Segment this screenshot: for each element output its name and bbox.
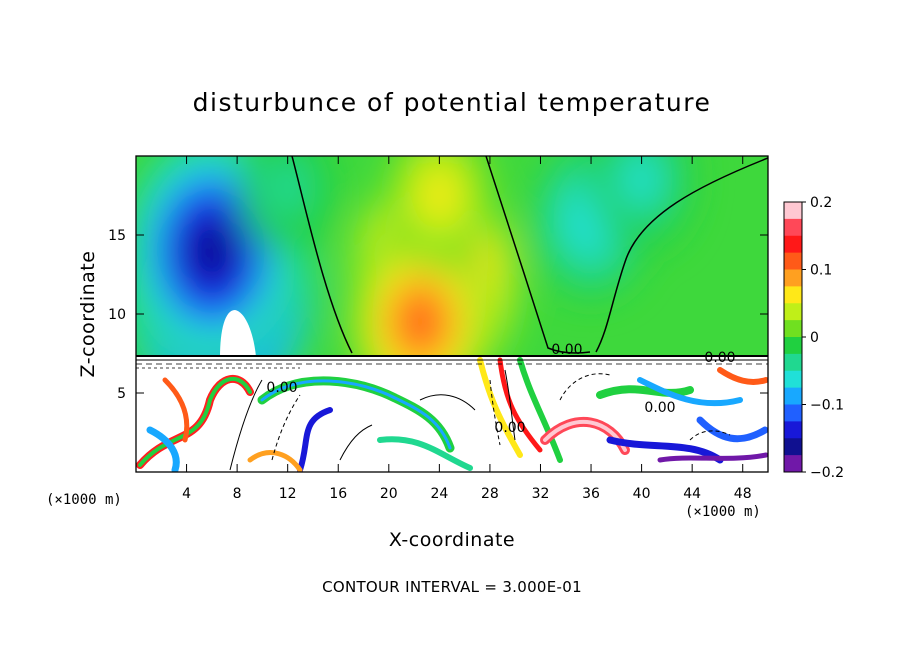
lower-contour-1 xyxy=(271,394,301,461)
lower-stroke-13 xyxy=(606,436,724,464)
colorbar-swatch xyxy=(784,202,802,220)
lower-stroke-19 xyxy=(247,450,303,472)
x-tick-label: 40 xyxy=(633,486,651,502)
x-axis-label: X-coordinate xyxy=(389,529,515,551)
colorbar-tick-label: 0.1 xyxy=(810,263,832,279)
colorbar-swatch xyxy=(784,252,802,270)
lower-stroke-4 xyxy=(297,407,333,472)
x-tick-label: 16 xyxy=(329,486,347,502)
colorbar-tick-label: −0.2 xyxy=(810,465,844,481)
x-tick-label: 8 xyxy=(233,486,242,502)
y-tick-label: 15 xyxy=(108,228,126,244)
colorbar-swatch xyxy=(784,320,802,338)
lower-stroke-3 xyxy=(260,379,452,450)
colorbar-tick-label: −0.1 xyxy=(810,398,844,414)
colorbar-swatch xyxy=(784,353,802,372)
colorbar-swatch xyxy=(784,455,802,473)
y-axis: 5 10 15 xyxy=(108,228,768,402)
lower-contour-7 xyxy=(689,430,731,441)
lower-stroke-9 xyxy=(517,357,563,463)
lower-stroke-8 xyxy=(497,357,543,453)
lower-structures xyxy=(136,357,768,472)
contour-label: 0.00 xyxy=(266,380,297,396)
contour-label: 0.00 xyxy=(644,400,675,416)
chart-title: disturbunce of potential temperature xyxy=(193,88,712,117)
x-axis: 4 8 12 16 20 24 28 32 36 40 44 48 xyxy=(182,156,752,502)
colorbar-swatch xyxy=(784,218,802,237)
contour-label: 0.00 xyxy=(494,420,525,436)
lower-stroke-17 xyxy=(717,367,768,385)
x-tick-label: 44 xyxy=(683,486,701,502)
lower-stroke-15 xyxy=(696,416,768,443)
lower-contour-3 xyxy=(489,379,501,446)
x-tick-label: 12 xyxy=(279,486,297,502)
upper-field xyxy=(136,156,768,357)
field-blob-3-4 xyxy=(399,294,442,350)
contour-labels: 0.00 0.00 0.00 0.00 0.00 xyxy=(266,342,735,436)
colorbar-swatch xyxy=(784,286,802,304)
field-blob-6-4 xyxy=(624,157,659,202)
colorbar-swatch xyxy=(784,235,802,254)
colorbar-swatch xyxy=(784,421,802,439)
lower-stroke-6 xyxy=(162,377,190,443)
zero-contour-b xyxy=(485,156,591,354)
x-tick-label: 24 xyxy=(430,486,448,502)
contour-label: 0.00 xyxy=(551,342,582,358)
colorbar-swatch xyxy=(784,370,802,389)
lower-contour-2 xyxy=(339,424,373,461)
lower-stroke-18 xyxy=(377,436,473,471)
lower-contour-4 xyxy=(504,369,516,441)
lower-stroke-16 xyxy=(657,452,768,463)
colorbar-tick-label: 0.2 xyxy=(810,195,832,211)
field-blob-1-4 xyxy=(187,219,236,283)
colorbar-swatch xyxy=(784,438,802,456)
field-blob-4-4 xyxy=(422,172,457,219)
colorbar: 0.2 0.1 0 −0.1 −0.2 xyxy=(783,195,844,481)
colorbar-swatch xyxy=(784,404,802,422)
colorbar-tick-label: 0 xyxy=(810,330,819,346)
lower-base xyxy=(136,357,768,472)
y-tick-label: 10 xyxy=(108,307,126,323)
colorbar-swatch xyxy=(784,387,802,405)
white-dome xyxy=(220,310,256,357)
lower-contour-5 xyxy=(559,373,611,401)
lower-contour-0 xyxy=(229,379,263,471)
plot-area: 0.00 0.00 0.00 0.00 0.00 xyxy=(135,155,769,473)
x-tick-label: 48 xyxy=(734,486,752,502)
zero-contour-a xyxy=(291,156,353,354)
colorbar-swatch xyxy=(784,269,802,287)
x-unit-right: (×1000 m) xyxy=(685,504,761,520)
x-tick-label: 32 xyxy=(532,486,550,502)
x-tick-label: 20 xyxy=(380,486,398,502)
x-unit-left: (×1000 m) xyxy=(46,492,122,508)
lower-stroke-7 xyxy=(477,357,523,458)
y-tick-label: 5 xyxy=(117,386,126,402)
lower-stroke-1 xyxy=(138,376,252,467)
lower-stroke-12 xyxy=(596,385,694,399)
colorbar-swatch xyxy=(784,337,802,355)
field-blob-7-4 xyxy=(271,166,304,209)
zero-contour-c xyxy=(595,157,768,353)
colorbar-swatch xyxy=(784,303,802,321)
contour-interval-note: CONTOUR INTERVAL = 3.000E-01 xyxy=(322,578,582,596)
x-tick-label: 36 xyxy=(582,486,600,502)
lower-contour-6 xyxy=(419,394,476,411)
contour-label: 0.00 xyxy=(704,350,735,366)
inversion-band xyxy=(136,355,768,369)
x-tick-label: 28 xyxy=(481,486,499,502)
lower-stroke-5 xyxy=(146,426,180,472)
lower-stroke-14 xyxy=(637,377,743,407)
y-axis-label: Z-coordinate xyxy=(77,251,99,378)
lower-field xyxy=(136,357,768,472)
x-tick-label: 4 xyxy=(182,486,191,502)
